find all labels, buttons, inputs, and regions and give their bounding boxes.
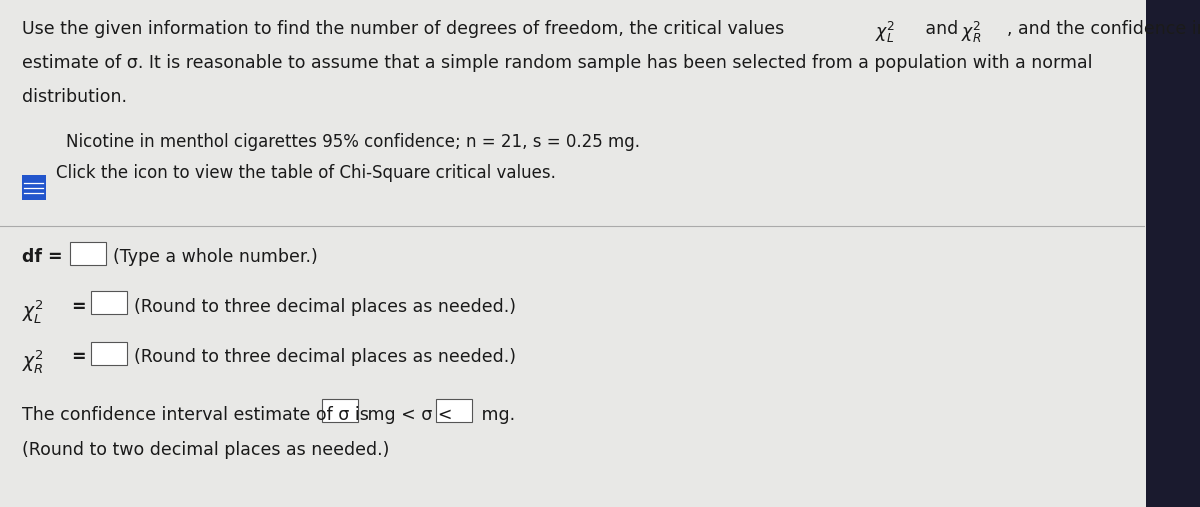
Text: =: =	[66, 298, 92, 316]
Text: (Round to three decimal places as needed.): (Round to three decimal places as needed…	[134, 298, 516, 316]
Text: mg.: mg.	[476, 406, 516, 424]
Text: $\chi^2_L$: $\chi^2_L$	[875, 20, 895, 46]
Text: Click the icon to view the table of Chi-Square critical values.: Click the icon to view the table of Chi-…	[56, 164, 557, 183]
Text: , and the confidence interval: , and the confidence interval	[1007, 20, 1200, 39]
Text: mg < σ <: mg < σ <	[362, 406, 458, 424]
FancyBboxPatch shape	[1146, 0, 1200, 507]
Text: and: and	[920, 20, 964, 39]
Text: Nicotine in menthol cigarettes 95% confidence; n = 21, s = 0.25 mg.: Nicotine in menthol cigarettes 95% confi…	[66, 133, 640, 151]
FancyBboxPatch shape	[70, 242, 106, 265]
Text: Use the given information to find the number of degrees of freedom, the critical: Use the given information to find the nu…	[22, 20, 790, 39]
Text: (Type a whole number.): (Type a whole number.)	[113, 248, 318, 267]
FancyBboxPatch shape	[322, 399, 358, 422]
Text: =: =	[66, 348, 92, 367]
Text: The confidence interval estimate of σ is: The confidence interval estimate of σ is	[22, 406, 374, 424]
Text: (Round to three decimal places as needed.): (Round to three decimal places as needed…	[134, 348, 516, 367]
Text: df =: df =	[22, 248, 68, 267]
FancyBboxPatch shape	[436, 399, 472, 422]
Text: estimate of σ. It is reasonable to assume that a simple random sample has been s: estimate of σ. It is reasonable to assum…	[22, 54, 1092, 73]
Text: distribution.: distribution.	[22, 88, 127, 106]
Text: $\chi^2_R$: $\chi^2_R$	[22, 348, 43, 375]
Text: $\chi^2_R$: $\chi^2_R$	[961, 20, 982, 46]
Text: $\chi^2_L$: $\chi^2_L$	[22, 298, 43, 324]
Text: (Round to two decimal places as needed.): (Round to two decimal places as needed.)	[22, 441, 389, 459]
FancyBboxPatch shape	[22, 175, 46, 200]
FancyBboxPatch shape	[91, 291, 127, 314]
FancyBboxPatch shape	[91, 342, 127, 365]
